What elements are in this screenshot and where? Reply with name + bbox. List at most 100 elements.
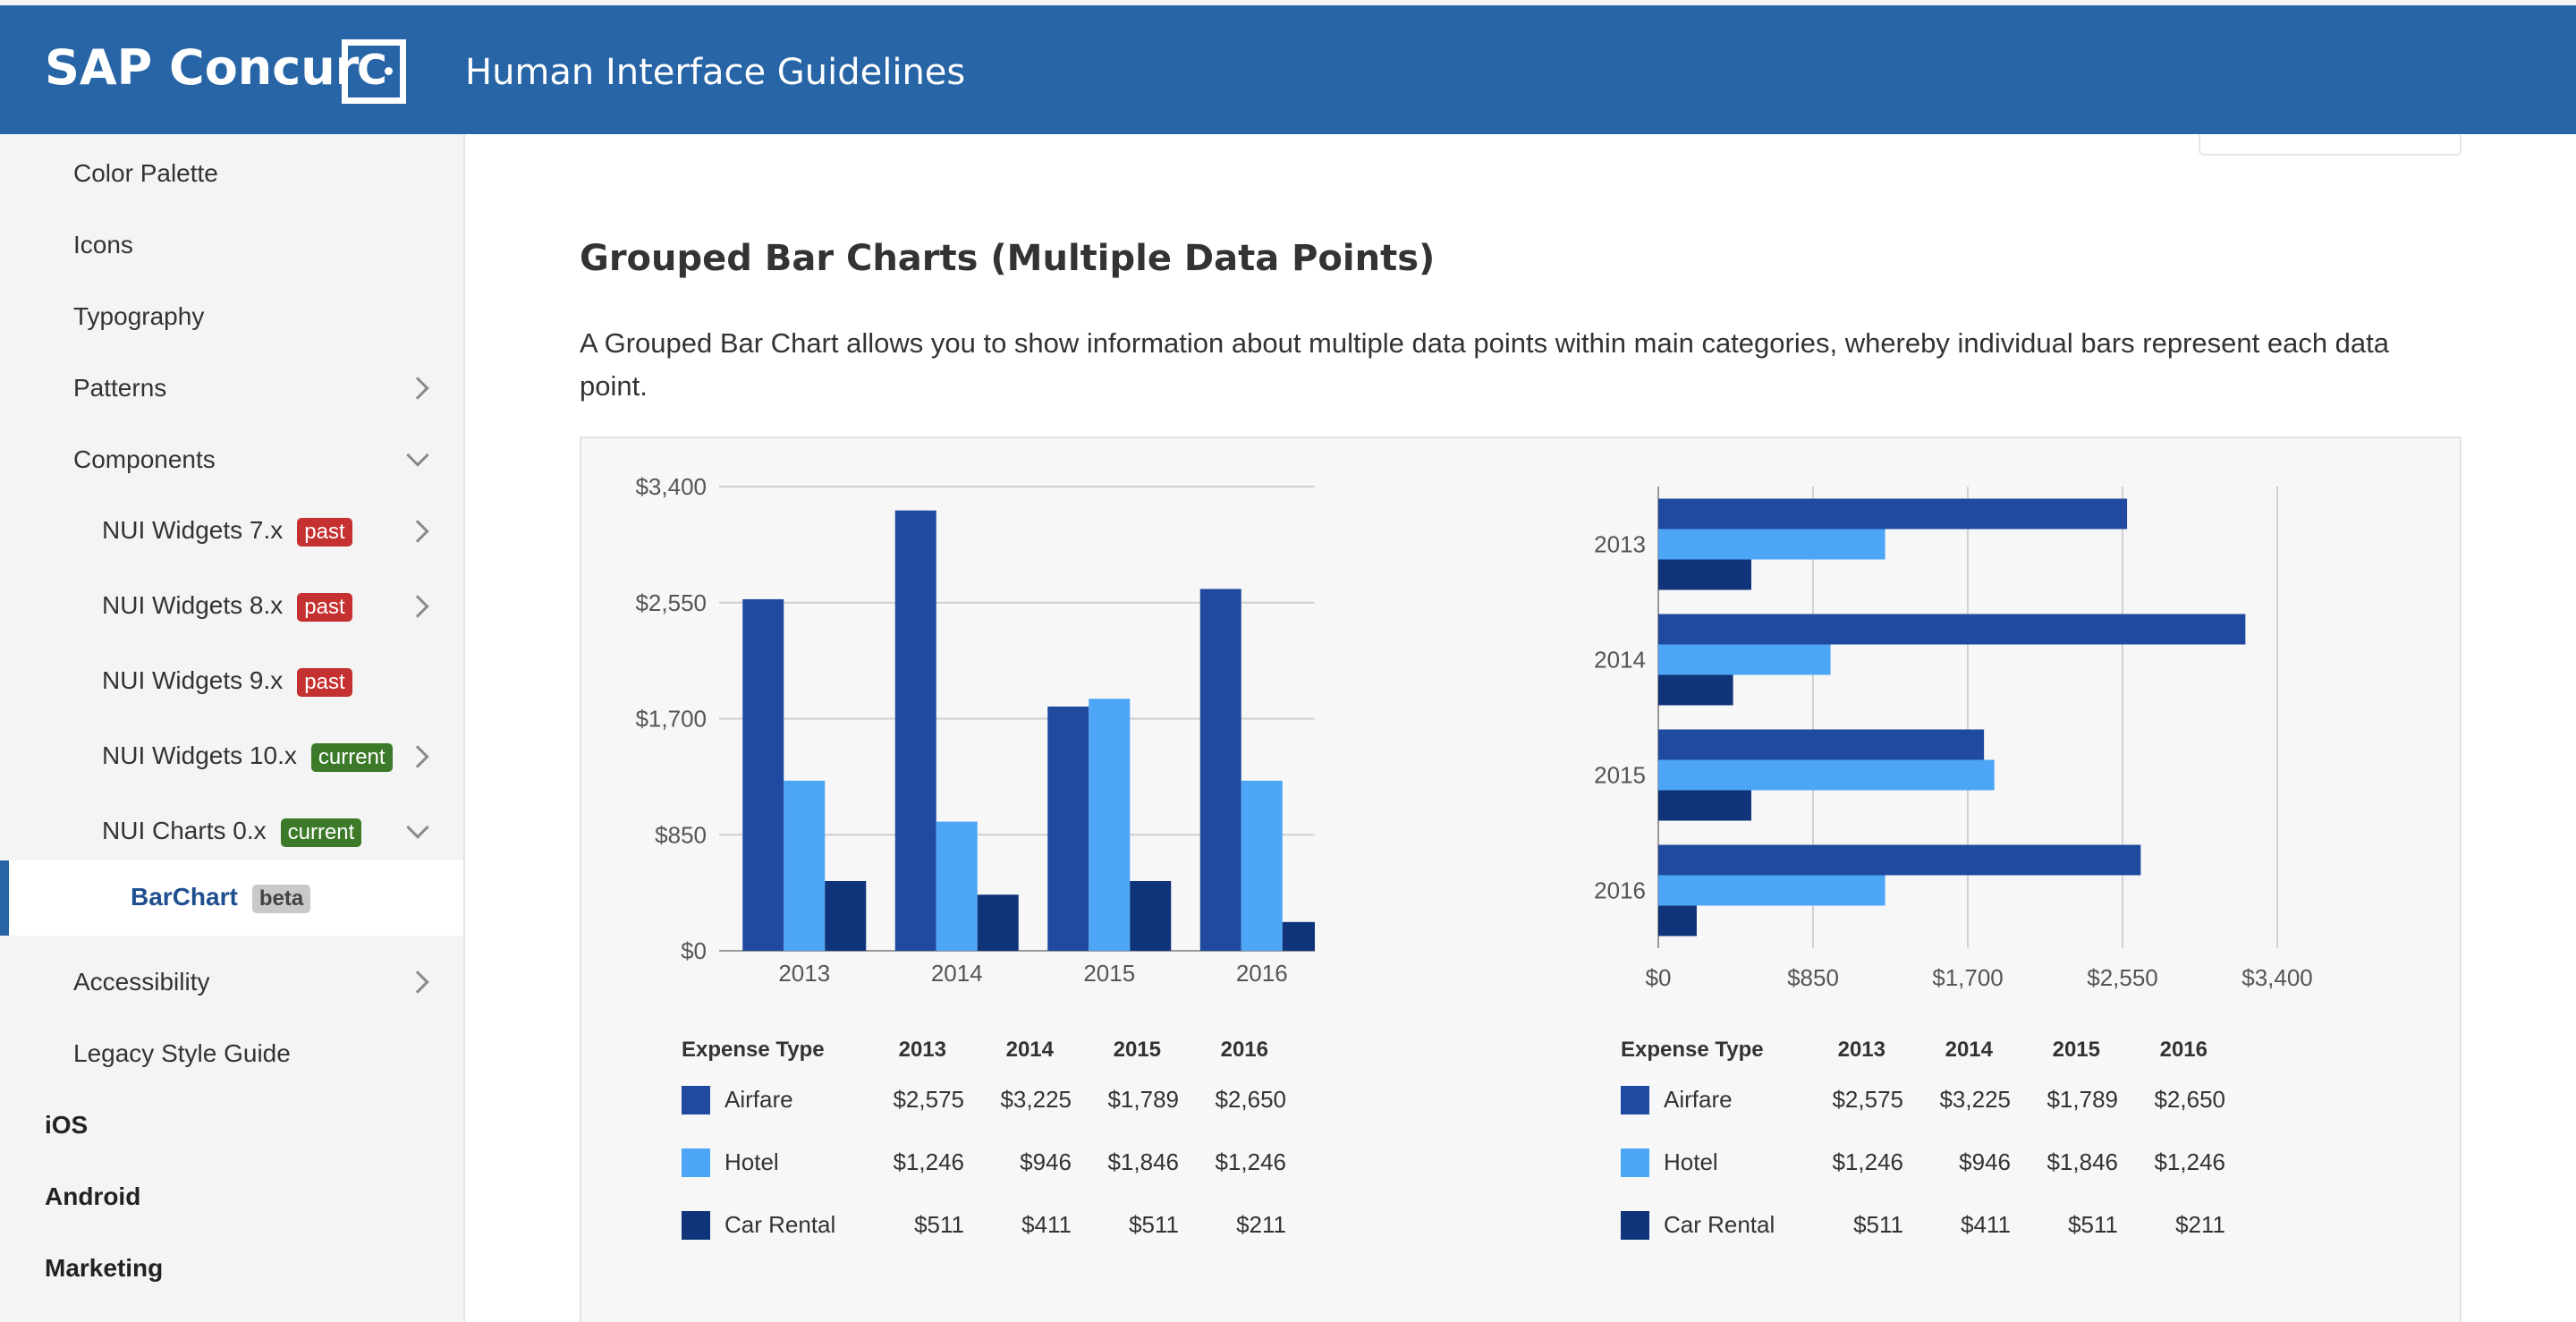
sidebar-item-nui-widgets-9-x[interactable]: NUI Widgets 9.x past: [0, 646, 463, 717]
legend-table-horizontal: Expense Type 2013 2014 2015 2016 Airfare $2,57…: [1621, 1038, 2247, 1306]
sidebar-item-components[interactable]: Components: [0, 424, 463, 496]
legend-header-cell: 2016: [2159, 1038, 2207, 1062]
chevron-down-icon[interactable]: [406, 816, 429, 839]
chevron-right-icon[interactable]: [406, 970, 429, 994]
sidebar-nav: Color Palette Icons Typography Patterns Comp…: [0, 134, 465, 1322]
legend-swatch: [1621, 1086, 1649, 1114]
legend-value-cell: $2,650: [2154, 1086, 2225, 1113]
brand-name[interactable]: SAP Concur: [45, 39, 360, 96]
bar-car-rental: [977, 894, 1019, 951]
legend-value-cell: $2,650: [1215, 1086, 1286, 1113]
sidebar-item-text: Typography: [73, 302, 205, 330]
legend-value-cell: $946: [1020, 1148, 1072, 1175]
bar-airfare: [1658, 614, 2246, 645]
legend-value-cell: $946: [1959, 1148, 2011, 1175]
legend-header-cell: 2015: [2052, 1038, 2100, 1062]
legend-row: Car Rental $511 $411 $511 $211: [1621, 1211, 2247, 1247]
legend-series-name: Hotel: [1664, 1148, 1718, 1175]
legend-header-cell: 2013: [1837, 1038, 1885, 1062]
bar-car-rental: [825, 880, 867, 951]
sidebar-item-nui-widgets-8-x[interactable]: NUI Widgets 8.x past: [0, 571, 463, 642]
x-tick-label: 2016: [1236, 960, 1288, 987]
sidebar-item-text: Accessibility: [73, 968, 210, 996]
sidebar-item-color-palette[interactable]: Color Palette: [0, 138, 463, 209]
legend-row: Airfare $2,575 $3,225 $1,789 $2,650: [682, 1086, 1308, 1122]
y-tick-label: $3,400: [635, 473, 707, 500]
bar-hotel: [1658, 759, 1995, 791]
legend-swatch: [682, 1148, 710, 1177]
bar-car-rental: [1658, 790, 1752, 821]
legend-swatch: [1621, 1148, 1649, 1177]
bar-airfare: [742, 598, 784, 951]
sidebar-item-typography[interactable]: Typography: [0, 281, 463, 352]
legend-table-vertical: Expense Type 2013 2014 2015 2016 Airfare $2,57…: [682, 1038, 1308, 1306]
legend-series-name: Airfare: [724, 1086, 793, 1113]
legend-series-name: Car Rental: [724, 1211, 836, 1238]
chevron-down-icon[interactable]: [406, 444, 429, 467]
chevron-right-icon[interactable]: [406, 745, 429, 768]
x-tick-label: 2013: [778, 960, 830, 987]
x-tick-label: 2014: [931, 960, 983, 987]
legend-value-cell: $2,575: [1832, 1086, 1903, 1113]
sidebar-item-ios[interactable]: iOS: [0, 1089, 463, 1161]
legend-header-cell: 2016: [1220, 1038, 1268, 1062]
sidebar-item-label: NUI Charts 0.x current: [102, 817, 362, 847]
sidebar-item-text: Marketing: [45, 1254, 164, 1282]
sidebar-item-icons[interactable]: Icons: [0, 209, 463, 281]
legend-series-name: Hotel: [724, 1148, 779, 1175]
legend-swatch: [1621, 1211, 1649, 1240]
header-bar: SAP Concur C Human Interface Guidelines: [0, 5, 2576, 134]
legend-value-cell: $1,246: [893, 1148, 964, 1175]
sidebar-item-barchart[interactable]: BarChart beta: [0, 860, 463, 936]
sidebar-item-nui-widgets-7-x[interactable]: NUI Widgets 7.x past: [0, 496, 463, 567]
bar-hotel: [1658, 875, 1885, 906]
legend-series-name: Car Rental: [1664, 1211, 1775, 1238]
sidebar-item-label: iOS: [45, 1111, 88, 1140]
legend-header-cell: 2015: [1113, 1038, 1161, 1062]
status-badge: past: [297, 667, 352, 697]
site-title[interactable]: Human Interface Guidelines: [465, 52, 966, 93]
bar-hotel: [1089, 699, 1131, 951]
sidebar-item-label: NUI Widgets 8.x past: [102, 591, 352, 622]
y-tick-label: 2014: [1594, 647, 1646, 674]
legend-value-cell: $3,225: [1000, 1086, 1072, 1113]
chevron-right-icon[interactable]: [406, 595, 429, 618]
active-indicator: [0, 860, 9, 936]
x-tick-label: $0: [1646, 964, 1672, 991]
sidebar-item-text: NUI Widgets 10.x: [102, 742, 297, 770]
y-tick-label: 2016: [1594, 877, 1646, 904]
y-tick-label: 2015: [1594, 762, 1646, 789]
bar-car-rental: [1130, 880, 1172, 951]
sidebar-item-text: Components: [73, 445, 216, 473]
chart-panel: $0 $850 $1,700 $2,550 $3,400 2013 2014 2015 2016…: [580, 436, 2462, 1322]
sidebar-item-patterns[interactable]: Patterns: [0, 352, 463, 424]
legend-swatch: [682, 1086, 710, 1114]
legend-value-cell: $511: [1853, 1211, 1903, 1238]
x-tick-label: $3,400: [2241, 964, 2313, 991]
legend-header-row: Expense Type 2013 2014 2015 2016: [682, 1038, 1308, 1073]
brand-logo-icon[interactable]: C: [342, 39, 406, 104]
sidebar-item-nui-widgets-10-x[interactable]: NUI Widgets 10.x current: [0, 721, 463, 792]
chevron-right-icon[interactable]: [406, 377, 429, 400]
sidebar-item-label: Typography: [73, 302, 204, 331]
sidebar-item-nui-charts-0-x[interactable]: NUI Charts 0.x current: [0, 796, 463, 868]
sidebar-item-text: NUI Charts 0.x: [102, 817, 267, 845]
chevron-right-icon[interactable]: [406, 520, 429, 543]
sidebar-item-android[interactable]: Android: [0, 1161, 463, 1233]
bar-hotel: [1658, 529, 1885, 560]
legend-value-cell: $1,246: [1832, 1148, 1903, 1175]
sidebar-item-accessibility[interactable]: Accessibility: [0, 946, 463, 1018]
sidebar-item-marketing[interactable]: Marketing: [0, 1233, 463, 1304]
legend-value-cell: $1,789: [1107, 1086, 1179, 1113]
legend-header-cell: 2014: [1945, 1038, 1993, 1062]
legend-header-row: Expense Type 2013 2014 2015 2016: [1621, 1038, 2247, 1073]
sidebar-item-label: BarChart beta: [131, 883, 311, 913]
legend-value-cell: $1,846: [1107, 1148, 1179, 1175]
sidebar-item-text: Color Palette: [73, 159, 218, 187]
legend-row: Car Rental $511 $411 $511 $211: [682, 1211, 1308, 1247]
legend-row: Airfare $2,575 $3,225 $1,789 $2,650: [1621, 1086, 2247, 1122]
legend-header-cell: 2013: [898, 1038, 946, 1062]
sidebar-item-legacy-style-guide[interactable]: Legacy Style Guide: [0, 1018, 463, 1089]
sidebar-item-label: Marketing: [45, 1254, 163, 1283]
sidebar-item-text: NUI Widgets 8.x: [102, 591, 284, 620]
